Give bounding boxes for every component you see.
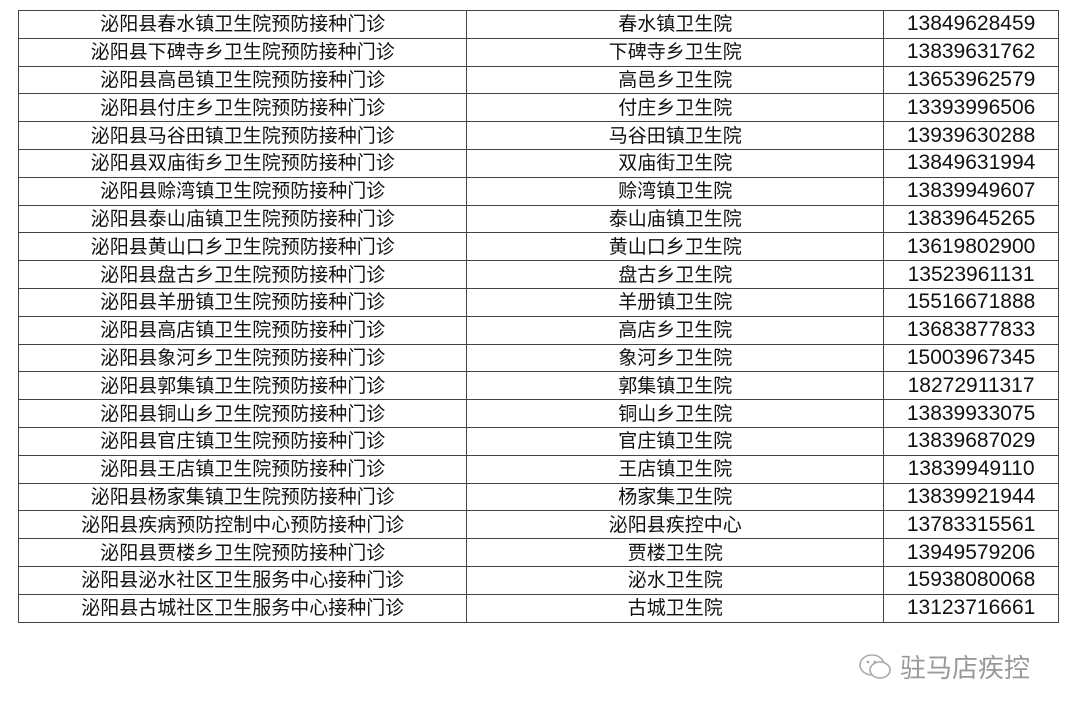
- phone-number: 13523961131: [883, 260, 1059, 289]
- table-row: 泌阳县黄山口乡卫生院预防接种门诊 黄山口乡卫生院 13619802900: [17, 232, 1059, 262]
- hospital-name: 古城卫生院: [466, 593, 885, 623]
- hospital-name: 双庙街卫生院: [466, 148, 885, 178]
- clinic-name: 泌阳县铜山乡卫生院预防接种门诊: [17, 399, 468, 428]
- phone-number: 13839631762: [883, 37, 1059, 67]
- phone-number: 13839645265: [883, 204, 1059, 234]
- hospital-name: 下碑寺乡卫生院: [466, 37, 885, 67]
- phone-number: 15003967345: [883, 343, 1059, 373]
- hospital-name: 铜山乡卫生院: [466, 399, 885, 428]
- table-row: 泌阳县泌水社区卫生服务中心接种门诊 泌水卫生院 15938080068: [17, 565, 1059, 595]
- hospital-name: 贾楼卫生院: [466, 538, 885, 567]
- clinic-name: 泌阳县付庄乡卫生院预防接种门诊: [17, 93, 468, 123]
- hospital-name: 泌水卫生院: [466, 565, 885, 595]
- hospital-name: 马谷田镇卫生院: [466, 121, 885, 150]
- table-row: 泌阳县羊册镇卫生院预防接种门诊 羊册镇卫生院 15516671888: [17, 287, 1059, 317]
- clinic-name: 泌阳县官庄镇卫生院预防接种门诊: [17, 426, 468, 456]
- clinic-name: 泌阳县疾病预防控制中心预防接种门诊: [17, 510, 468, 540]
- clinic-name: 泌阳县王店镇卫生院预防接种门诊: [17, 454, 468, 484]
- table-row: 泌阳县高邑镇卫生院预防接种门诊 高邑乡卫生院 13653962579: [17, 65, 1059, 95]
- table-row: 泌阳县泰山庙镇卫生院预防接种门诊 泰山庙镇卫生院 13839645265: [17, 204, 1059, 234]
- table-row: 泌阳县赊湾镇卫生院预防接种门诊 赊湾镇卫生院 13839949607: [17, 176, 1059, 206]
- hospital-name: 黄山口乡卫生院: [466, 232, 885, 262]
- phone-number: 13839949110: [883, 454, 1059, 484]
- hospital-name: 官庄镇卫生院: [466, 426, 885, 456]
- clinic-name: 泌阳县杨家集镇卫生院预防接种门诊: [17, 482, 468, 512]
- clinic-name: 泌阳县高店镇卫生院预防接种门诊: [17, 315, 468, 345]
- table-row: 泌阳县春水镇卫生院预防接种门诊 春水镇卫生院 13849628459: [17, 10, 1059, 39]
- table-row: 泌阳县双庙街乡卫生院预防接种门诊 双庙街卫生院 13849631994: [17, 148, 1059, 178]
- clinic-name: 泌阳县郭集镇卫生院预防接种门诊: [17, 371, 468, 401]
- phone-number: 15938080068: [883, 565, 1059, 595]
- table-row: 泌阳县马谷田镇卫生院预防接种门诊 马谷田镇卫生院 13939630288: [17, 121, 1059, 150]
- phone-number: 13949579206: [883, 538, 1059, 567]
- hospital-name: 赊湾镇卫生院: [466, 176, 885, 206]
- phone-number: 13839921944: [883, 482, 1059, 512]
- table-row: 泌阳县付庄乡卫生院预防接种门诊 付庄乡卫生院 13393996506: [17, 93, 1059, 123]
- phone-number: 15516671888: [883, 287, 1059, 317]
- table-row: 泌阳县盘古乡卫生院预防接种门诊 盘古乡卫生院 13523961131: [17, 260, 1059, 289]
- clinic-name: 泌阳县赊湾镇卫生院预防接种门诊: [17, 176, 468, 206]
- clinic-name: 泌阳县双庙街乡卫生院预防接种门诊: [17, 148, 468, 178]
- watermark-text: 驻马店疾控: [900, 654, 1031, 684]
- hospital-name: 高店乡卫生院: [466, 315, 885, 345]
- table-row: 泌阳县下碑寺乡卫生院预防接种门诊 下碑寺乡卫生院 13839631762: [17, 37, 1059, 67]
- clinic-name: 泌阳县羊册镇卫生院预防接种门诊: [17, 287, 468, 317]
- hospital-name: 杨家集卫生院: [466, 482, 885, 512]
- clinic-table: 泌阳县春水镇卫生院预防接种门诊 春水镇卫生院 13849628459 泌阳县下碑寺乡卫…: [17, 10, 1059, 623]
- clinic-name: 泌阳县下碑寺乡卫生院预防接种门诊: [17, 37, 468, 67]
- phone-number: 13839687029: [883, 426, 1059, 456]
- table-row: 泌阳县古城社区卫生服务中心接种门诊 古城卫生院 13123716661: [17, 593, 1059, 623]
- phone-number: 13683877833: [883, 315, 1059, 345]
- phone-number: 13849628459: [883, 10, 1059, 39]
- phone-number: 13123716661: [883, 593, 1059, 623]
- phone-number: 13653962579: [883, 65, 1059, 95]
- table-row: 泌阳县王店镇卫生院预防接种门诊 王店镇卫生院 13839949110: [17, 454, 1059, 484]
- table-row: 泌阳县疾病预防控制中心预防接种门诊 泌阳县疾控中心 13783315561: [17, 510, 1059, 540]
- hospital-name: 高邑乡卫生院: [466, 65, 885, 95]
- clinic-name: 泌阳县泌水社区卫生服务中心接种门诊: [17, 565, 468, 595]
- clinic-name: 泌阳县泰山庙镇卫生院预防接种门诊: [17, 204, 468, 234]
- phone-number: 13939630288: [883, 121, 1059, 150]
- clinic-name: 泌阳县春水镇卫生院预防接种门诊: [17, 10, 468, 39]
- table-row: 泌阳县杨家集镇卫生院预防接种门诊 杨家集卫生院 13839921944: [17, 482, 1059, 512]
- wechat-icon: [859, 653, 891, 679]
- table-row: 泌阳县象河乡卫生院预防接种门诊 象河乡卫生院 15003967345: [17, 343, 1059, 373]
- clinic-name: 泌阳县马谷田镇卫生院预防接种门诊: [17, 121, 468, 150]
- table-row: 泌阳县郭集镇卫生院预防接种门诊 郭集镇卫生院 18272911317: [17, 371, 1059, 401]
- hospital-name: 盘古乡卫生院: [466, 260, 885, 289]
- hospital-name: 春水镇卫生院: [466, 10, 885, 39]
- hospital-name: 羊册镇卫生院: [466, 287, 885, 317]
- clinic-name: 泌阳县贾楼乡卫生院预防接种门诊: [17, 538, 468, 567]
- phone-number: 13393996506: [883, 93, 1059, 123]
- clinic-name: 泌阳县古城社区卫生服务中心接种门诊: [17, 593, 468, 623]
- clinic-name: 泌阳县黄山口乡卫生院预防接种门诊: [17, 232, 468, 262]
- hospital-name: 泌阳县疾控中心: [466, 510, 885, 540]
- phone-number: 13839933075: [883, 399, 1059, 428]
- clinic-name: 泌阳县盘古乡卫生院预防接种门诊: [17, 260, 468, 289]
- table-row: 泌阳县官庄镇卫生院预防接种门诊 官庄镇卫生院 13839687029: [17, 426, 1059, 456]
- watermark: 驻马店疾控: [858, 648, 1030, 685]
- table-row: 泌阳县贾楼乡卫生院预防接种门诊 贾楼卫生院 13949579206: [17, 538, 1059, 567]
- table-row: 泌阳县高店镇卫生院预防接种门诊 高店乡卫生院 13683877833: [17, 315, 1059, 345]
- phone-number: 13839949607: [883, 176, 1059, 206]
- hospital-name: 郭集镇卫生院: [466, 371, 885, 401]
- phone-number: 13849631994: [883, 148, 1059, 178]
- hospital-name: 象河乡卫生院: [466, 343, 885, 373]
- phone-number: 18272911317: [883, 371, 1059, 401]
- hospital-name: 王店镇卫生院: [466, 454, 885, 484]
- hospital-name: 付庄乡卫生院: [466, 93, 885, 123]
- phone-number: 13619802900: [883, 232, 1059, 262]
- hospital-name: 泰山庙镇卫生院: [466, 204, 885, 234]
- phone-number: 13783315561: [883, 510, 1059, 540]
- table-row: 泌阳县铜山乡卫生院预防接种门诊 铜山乡卫生院 13839933075: [17, 399, 1059, 428]
- clinic-name: 泌阳县象河乡卫生院预防接种门诊: [17, 343, 468, 373]
- clinic-name: 泌阳县高邑镇卫生院预防接种门诊: [17, 65, 468, 95]
